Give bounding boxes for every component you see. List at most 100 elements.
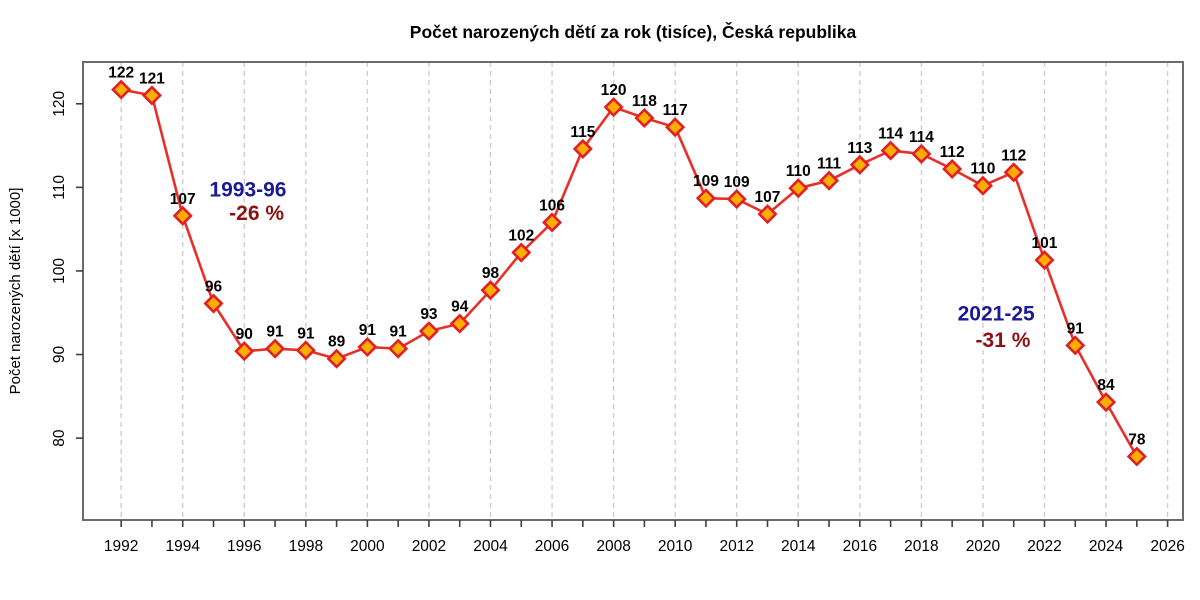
data-point-marker — [111, 79, 132, 100]
data-point-label: 91 — [359, 322, 377, 339]
x-tick-label: 2014 — [781, 538, 816, 555]
data-point-labels: 122 121 107 96 90 91 91 89 91 91 93 94 98 102 106 115 12… — [108, 65, 1146, 449]
data-series-line — [120, 88, 1138, 458]
data-point-marker — [203, 293, 224, 314]
data-point-label: 91 — [1067, 320, 1085, 337]
y-tick-label: 110 — [51, 175, 68, 200]
data-point-label: 117 — [663, 102, 688, 119]
data-point-label: 106 — [539, 197, 565, 214]
x-tick-label: 2012 — [719, 538, 753, 555]
y-tick-label: 120 — [51, 90, 68, 116]
data-point-label: 112 — [1001, 147, 1026, 164]
data-point-marker — [1003, 162, 1024, 183]
x-tick-label: 1996 — [227, 538, 261, 555]
data-point-marker — [418, 321, 439, 342]
x-tick-label: 2026 — [1150, 538, 1184, 555]
data-point-label: 94 — [451, 299, 469, 316]
data-point-label: 122 — [108, 65, 134, 82]
data-point-markers — [111, 79, 1147, 467]
data-point-marker — [326, 348, 347, 369]
data-point-marker — [265, 338, 286, 359]
data-point-marker — [665, 117, 686, 138]
data-point-marker — [726, 189, 747, 210]
x-tick-label: 2006 — [535, 538, 569, 555]
data-point-marker — [388, 338, 409, 359]
data-point-label: 96 — [205, 279, 223, 296]
data-point-marker — [1126, 446, 1147, 467]
data-point-marker — [234, 341, 255, 362]
data-point-marker — [295, 340, 316, 361]
x-tick-label: 2020 — [966, 538, 1001, 555]
x-tick-label: 1994 — [165, 538, 200, 555]
x-tick-label: 2024 — [1089, 538, 1124, 555]
y-axis-ticks — [76, 102, 83, 439]
data-point-marker — [603, 97, 624, 118]
plot-frame — [82, 61, 1184, 521]
data-point-label: 91 — [390, 324, 408, 341]
data-point-marker — [511, 242, 532, 263]
data-point-label: 90 — [236, 326, 253, 343]
x-tick-label: 1998 — [289, 538, 323, 555]
data-point-label: 115 — [570, 124, 595, 141]
y-tick-label: 100 — [51, 258, 68, 284]
data-point-marker — [357, 336, 378, 358]
y-axis-tick-labels: 80 90 100 110 120 — [51, 90, 68, 446]
data-point-label: 114 — [878, 126, 903, 143]
data-point-marker — [542, 212, 563, 233]
data-point-marker — [757, 204, 778, 225]
x-tick-label: 1992 — [104, 538, 138, 555]
data-point-marker — [819, 170, 840, 191]
x-tick-label: 2018 — [904, 538, 938, 555]
data-point-marker — [695, 188, 716, 209]
data-point-label: 111 — [817, 156, 842, 173]
data-point-label: 109 — [693, 173, 719, 190]
data-point-label: 91 — [297, 325, 315, 342]
data-point-label: 102 — [508, 228, 534, 245]
data-point-marker — [449, 313, 470, 334]
y-tick-label: 90 — [51, 346, 68, 364]
x-tick-label: 2002 — [412, 538, 446, 555]
data-point-marker — [972, 175, 993, 196]
x-tick-label: 2000 — [350, 538, 385, 555]
data-point-label: 114 — [909, 129, 934, 146]
data-point-label: 89 — [328, 334, 346, 351]
data-point-marker — [942, 158, 963, 180]
x-tick-label: 2022 — [1027, 538, 1061, 555]
data-point-marker — [1096, 392, 1117, 413]
data-point-marker — [572, 138, 593, 159]
gridlines — [120, 62, 1169, 520]
data-point-label: 91 — [266, 324, 284, 341]
annotation-text: 1993-96 — [209, 179, 286, 202]
x-axis-ticks — [120, 520, 1169, 527]
annotation-text: -26 % — [229, 202, 284, 225]
y-tick-label: 80 — [51, 429, 68, 447]
data-point-marker — [1065, 335, 1086, 356]
data-point-label: 107 — [170, 191, 196, 208]
data-point-marker — [634, 107, 655, 129]
data-point-marker — [880, 140, 901, 161]
x-tick-label: 2008 — [596, 538, 630, 555]
data-point-label: 78 — [1128, 431, 1146, 448]
data-point-label: 112 — [940, 144, 965, 161]
data-point-label: 101 — [1032, 235, 1058, 252]
data-point-marker — [480, 280, 501, 301]
chart-title: Počet narozených dětí za rok (tisíce), Č… — [410, 21, 857, 42]
x-tick-label: 2016 — [843, 538, 877, 555]
annotation-text: -31 % — [976, 329, 1031, 352]
data-point-marker — [788, 178, 809, 199]
data-point-label: 109 — [724, 174, 750, 191]
annotation-texts: 1993-96-26 % 2021-25 -31 % — [209, 179, 1035, 352]
data-point-label: 93 — [420, 306, 438, 323]
x-axis-tick-labels: 1992 1994 1996 1998 2000 2002 2004 2006 2008 2010… — [104, 538, 1185, 555]
data-point-marker — [141, 85, 162, 106]
data-point-label: 120 — [601, 82, 627, 99]
data-point-label: 118 — [632, 93, 657, 110]
data-point-label: 110 — [786, 163, 811, 180]
data-point-label: 121 — [139, 70, 165, 87]
data-point-label: 84 — [1097, 377, 1115, 394]
data-point-marker — [849, 154, 870, 175]
data-point-label: 110 — [970, 161, 995, 178]
data-point-label: 107 — [755, 189, 781, 206]
